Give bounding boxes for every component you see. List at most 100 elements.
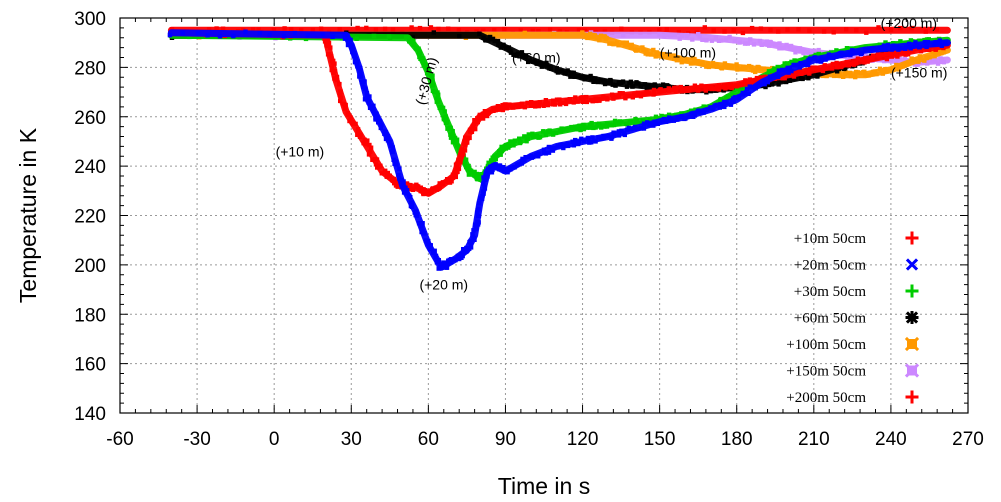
data-point bbox=[543, 98, 549, 103]
data-point bbox=[512, 138, 518, 144]
data-point bbox=[706, 64, 712, 70]
data-point bbox=[485, 163, 491, 169]
data-point bbox=[575, 99, 580, 104]
data-point bbox=[217, 34, 223, 39]
data-point bbox=[867, 55, 872, 61]
data-point bbox=[488, 161, 493, 166]
data-point bbox=[363, 86, 368, 91]
data-point bbox=[551, 145, 557, 151]
data-point bbox=[681, 87, 687, 92]
data-point bbox=[409, 204, 415, 209]
data-point bbox=[927, 55, 932, 60]
data-point bbox=[453, 174, 458, 180]
data-point bbox=[448, 260, 454, 265]
data-point bbox=[748, 37, 753, 42]
data-point bbox=[468, 170, 474, 175]
data-point bbox=[519, 160, 525, 165]
data-point bbox=[765, 80, 770, 85]
data-point bbox=[834, 48, 839, 53]
data-point bbox=[787, 66, 792, 71]
data-point bbox=[508, 50, 514, 55]
data-point bbox=[943, 40, 948, 46]
data-point bbox=[783, 79, 789, 85]
data-point bbox=[330, 34, 335, 39]
data-point bbox=[588, 31, 593, 37]
data-point bbox=[353, 57, 358, 62]
data-point bbox=[746, 91, 751, 96]
legend-marker bbox=[905, 284, 919, 298]
data-point bbox=[450, 129, 455, 134]
data-point bbox=[640, 118, 646, 123]
data-point bbox=[788, 46, 793, 51]
data-point bbox=[551, 31, 556, 36]
data-point bbox=[573, 137, 578, 143]
data-point bbox=[524, 139, 529, 144]
data-point bbox=[475, 119, 480, 125]
data-point bbox=[749, 85, 755, 90]
data-point bbox=[491, 106, 496, 111]
data-point bbox=[573, 140, 578, 145]
data-point bbox=[541, 147, 547, 152]
data-point bbox=[824, 73, 829, 79]
data-point bbox=[506, 45, 511, 50]
data-point bbox=[440, 105, 446, 111]
data-point bbox=[661, 116, 667, 122]
data-point bbox=[508, 139, 513, 144]
data-point bbox=[786, 70, 791, 75]
data-point bbox=[848, 61, 853, 67]
data-point bbox=[365, 138, 370, 143]
data-point bbox=[872, 69, 878, 74]
legend-label: +60m 50cm bbox=[794, 311, 867, 327]
data-point bbox=[472, 222, 478, 227]
data-point bbox=[397, 176, 402, 181]
data-point bbox=[454, 140, 459, 145]
data-point bbox=[883, 51, 889, 57]
data-point bbox=[642, 82, 648, 87]
data-point bbox=[722, 64, 727, 69]
data-point bbox=[695, 88, 701, 93]
data-point bbox=[400, 183, 405, 188]
data-point bbox=[636, 81, 641, 86]
data-point bbox=[568, 74, 573, 79]
data-point bbox=[450, 133, 455, 138]
data-point bbox=[821, 29, 827, 34]
data-point bbox=[917, 45, 922, 50]
data-point bbox=[689, 108, 694, 113]
data-point bbox=[801, 50, 806, 56]
data-point bbox=[396, 173, 401, 178]
data-point bbox=[593, 125, 598, 130]
data-point bbox=[477, 201, 482, 206]
data-point bbox=[619, 128, 624, 133]
data-point bbox=[407, 186, 412, 191]
legend-label: +100m 50cm bbox=[786, 337, 866, 353]
data-point bbox=[718, 65, 724, 70]
data-point bbox=[780, 67, 785, 73]
data-point bbox=[553, 130, 559, 136]
data-point bbox=[625, 42, 630, 48]
data-point bbox=[700, 37, 705, 42]
data-point bbox=[790, 76, 795, 82]
data-point bbox=[731, 99, 736, 104]
data-point bbox=[478, 196, 483, 201]
data-point bbox=[776, 73, 781, 78]
data-point bbox=[433, 253, 439, 259]
data-point bbox=[796, 27, 801, 32]
data-point bbox=[483, 38, 488, 43]
data-point bbox=[755, 84, 760, 89]
data-point bbox=[469, 129, 475, 134]
data-point bbox=[462, 148, 468, 153]
data-point bbox=[692, 56, 697, 62]
data-point bbox=[358, 70, 363, 75]
data-point bbox=[679, 114, 684, 119]
data-point bbox=[544, 63, 549, 68]
data-point bbox=[883, 40, 888, 45]
data-point bbox=[329, 67, 334, 73]
data-point bbox=[671, 53, 676, 58]
data-point bbox=[784, 61, 790, 66]
data-point bbox=[329, 65, 335, 70]
data-point bbox=[449, 179, 454, 184]
y-tick-label: 200 bbox=[74, 256, 106, 277]
data-point bbox=[937, 48, 943, 53]
data-point bbox=[779, 46, 784, 51]
